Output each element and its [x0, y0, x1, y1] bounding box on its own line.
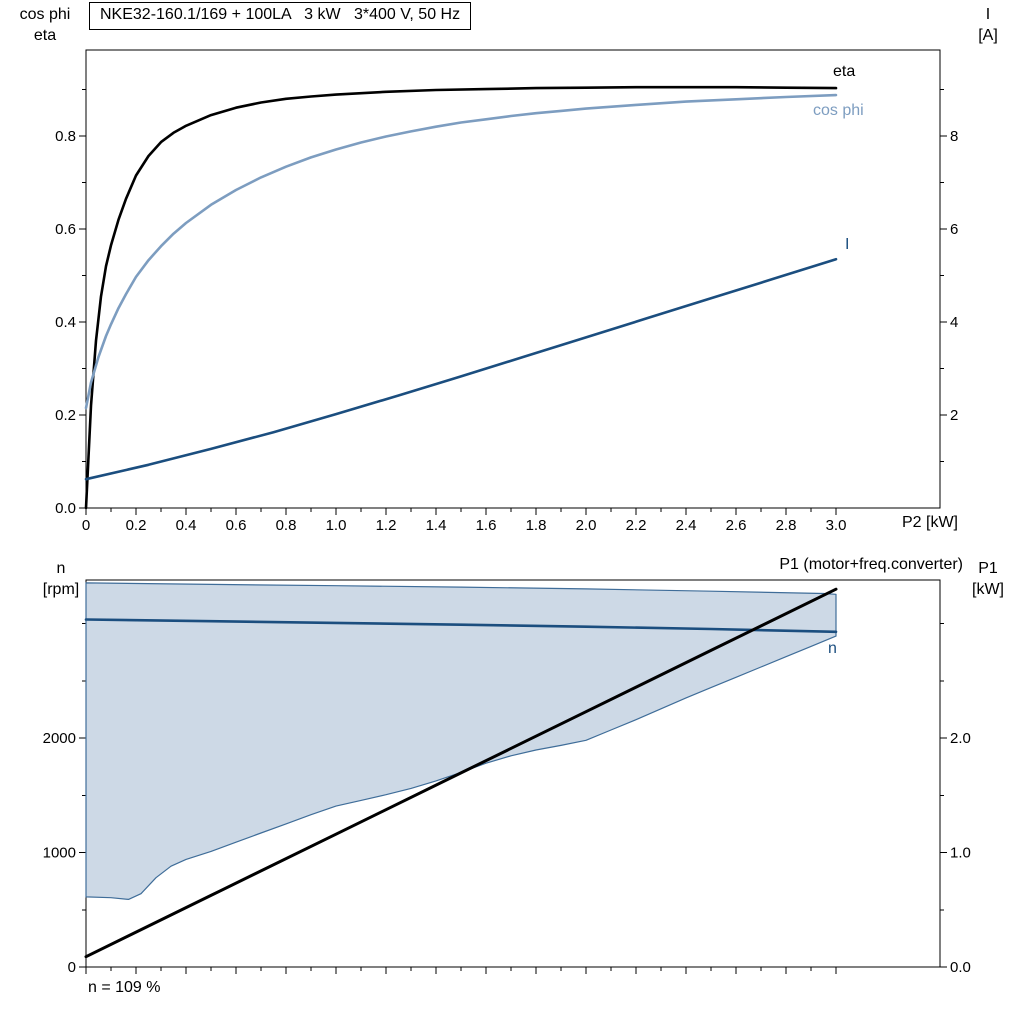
x-axis-title: P2 [kW] [901, 514, 958, 531]
svg-text:1.8: 1.8 [526, 517, 547, 534]
svg-text:2000: 2000 [43, 730, 76, 747]
svg-text:0.0: 0.0 [55, 500, 76, 517]
bottom-chart-left-axis-title: n [rpm] [28, 558, 94, 600]
top-chart-right-axis-title: I [A] [960, 4, 1016, 46]
svg-text:0.2: 0.2 [55, 407, 76, 424]
svg-text:2.2: 2.2 [626, 517, 647, 534]
axis-title-eta: eta [33, 27, 57, 44]
svg-text:0.6: 0.6 [226, 517, 247, 534]
top-chart: 0 0.2 0.4 0.6 0.8 1.0 1.2 1.4 1.6 1.8 2.0 2.2 2.4 2.6… [55, 49, 958, 534]
svg-text:1.2: 1.2 [376, 517, 397, 534]
p1-curve-label: P1 (motor+freq.converter) [779, 556, 963, 573]
svg-text:0.8: 0.8 [276, 517, 297, 534]
svg-text:6: 6 [950, 221, 958, 238]
svg-text:1.6: 1.6 [476, 517, 497, 534]
svg-text:1.0: 1.0 [326, 517, 347, 534]
svg-text:2.0: 2.0 [950, 730, 971, 747]
axis-title-current-unit: [A] [978, 27, 998, 44]
svg-text:0.2: 0.2 [126, 517, 147, 534]
i-curve [84, 257, 838, 481]
svg-text:0.8: 0.8 [55, 128, 76, 145]
svg-text:8: 8 [950, 128, 958, 145]
speed-curve-label: n [828, 640, 837, 657]
cos-phi-curve-label: cos phi [813, 102, 864, 119]
eta-curve [84, 85, 838, 510]
axis-title-speed-unit: [rpm] [42, 581, 80, 598]
bottom-chart: 0 1000 2000 0.0 1.0 2.0 [43, 579, 971, 976]
axis-title-current: I [985, 6, 991, 23]
svg-text:0.4: 0.4 [55, 314, 76, 331]
bottom-chart-right-axis-title: P1 [kW] [958, 558, 1018, 600]
svg-text:1.4: 1.4 [426, 517, 447, 534]
speed-control-range-area [85, 582, 837, 900]
p1-motor-freq-converter-curve [84, 587, 838, 959]
svg-text:3.0: 3.0 [826, 517, 847, 534]
svg-text:2.6: 2.6 [726, 517, 747, 534]
axis-title-speed: n [56, 560, 66, 577]
svg-text:0.4: 0.4 [176, 517, 197, 534]
axis-title-p1: P1 [978, 560, 998, 577]
n-curve [84, 618, 838, 634]
svg-text:2.8: 2.8 [776, 517, 797, 534]
top-chart-left-axis-title: cos phi eta [8, 4, 82, 46]
svg-text:2: 2 [950, 407, 958, 424]
svg-text:0: 0 [82, 517, 90, 534]
chart-title: NKE32-160.1/169 + 100LA 3 kW 3*400 V, 50… [89, 2, 472, 30]
svg-text:0.6: 0.6 [55, 221, 76, 238]
eta-curve-label: eta [833, 63, 856, 80]
svg-text:0.0: 0.0 [950, 959, 971, 976]
svg-text:1000: 1000 [43, 845, 76, 862]
cos-phi-curve [84, 93, 838, 410]
svg-text:2.0: 2.0 [576, 517, 597, 534]
top-chart-frame [85, 49, 941, 509]
svg-text:1.0: 1.0 [950, 845, 971, 862]
axis-title-cos-phi: cos phi [19, 6, 71, 23]
axis-title-p1-unit: [kW] [972, 581, 1004, 598]
speed-percentage-note: n = 109 % [88, 979, 161, 996]
svg-text:0: 0 [68, 959, 76, 976]
svg-text:4: 4 [950, 314, 958, 331]
current-curve-label: I [845, 236, 850, 253]
svg-text:2.4: 2.4 [676, 517, 697, 534]
